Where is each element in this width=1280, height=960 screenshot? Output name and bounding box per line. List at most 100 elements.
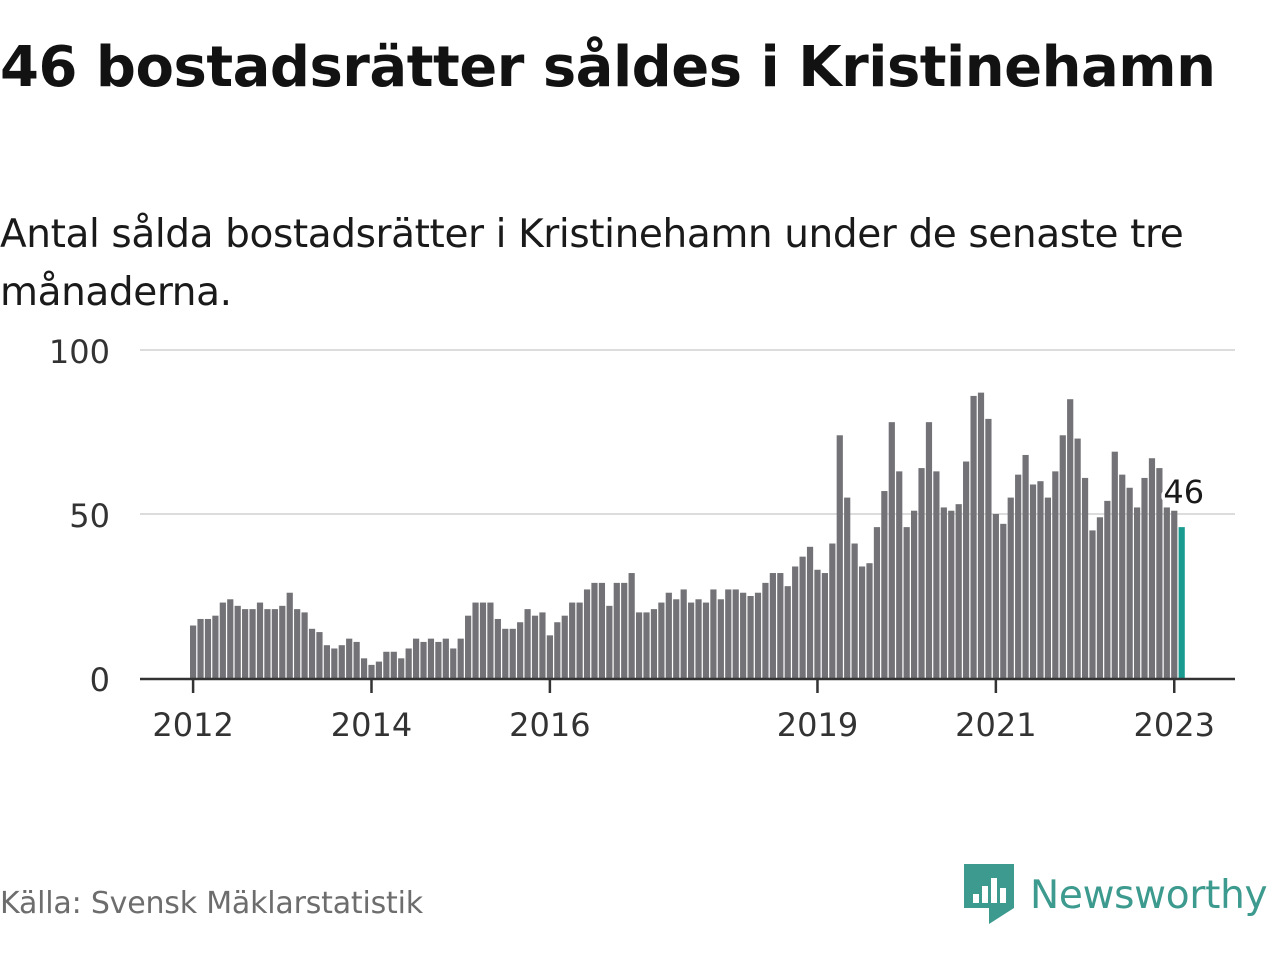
bar (814, 569, 821, 678)
bar (294, 609, 301, 678)
bar-chart: 0 50 100 2012 2014 2016 2019 2021 2023 46 (49, 333, 1235, 744)
bar (806, 546, 814, 678)
bar (539, 612, 546, 678)
bar (591, 582, 598, 678)
bar (390, 651, 397, 678)
bar (531, 615, 539, 678)
x-tick-label: 2014 (331, 706, 412, 744)
bar (576, 602, 583, 678)
bar (992, 514, 999, 678)
bar (844, 497, 851, 678)
bar (688, 602, 695, 678)
bar (866, 563, 873, 678)
bar (583, 589, 591, 678)
brand-name: Newsworthy (1030, 872, 1268, 918)
bar (279, 605, 286, 678)
bar (940, 507, 947, 678)
bar (405, 648, 412, 678)
bar (256, 602, 264, 678)
bar (829, 543, 836, 678)
bar (933, 471, 940, 678)
x-tick-label: 2023 (1134, 706, 1215, 744)
bar (524, 609, 531, 678)
bar (717, 599, 724, 678)
bar (985, 418, 992, 678)
bar (487, 602, 494, 678)
bar (725, 589, 732, 678)
bar (338, 645, 345, 678)
bar (420, 641, 427, 678)
bar (383, 651, 390, 678)
bar (881, 491, 888, 678)
bar (911, 510, 918, 678)
bar (598, 582, 606, 678)
bar (896, 471, 903, 678)
bar (1141, 477, 1148, 678)
bar (1029, 484, 1037, 678)
brand-logo: Newsworthy (964, 864, 1268, 926)
bar (754, 592, 762, 678)
bar (1171, 510, 1178, 678)
bar (762, 582, 769, 678)
bar (1148, 458, 1156, 678)
bar (353, 641, 360, 678)
bar (502, 628, 509, 678)
bar (1059, 435, 1066, 678)
bar (442, 638, 449, 678)
bar (465, 615, 472, 678)
bar (784, 586, 791, 678)
bars (190, 392, 1185, 678)
bar (777, 573, 784, 678)
bar (509, 628, 516, 678)
bar (316, 632, 323, 678)
bar (1133, 507, 1141, 678)
bar (1074, 438, 1081, 678)
x-tick-label: 2019 (777, 706, 858, 744)
bar (628, 573, 635, 678)
bar (955, 504, 962, 678)
bar (948, 510, 955, 678)
annotations: 46 (1160, 470, 1208, 515)
bar (1081, 477, 1089, 678)
bar (680, 589, 687, 678)
bar (695, 599, 702, 678)
bar (190, 625, 197, 678)
bar (747, 596, 754, 678)
bar (1089, 530, 1096, 678)
bar (873, 527, 881, 678)
bar (673, 599, 680, 678)
bar (821, 573, 828, 678)
bar (412, 638, 420, 678)
bar (569, 602, 576, 678)
x-axis-ticks: 2012 2014 2016 2019 2021 2023 (152, 679, 1215, 744)
bar (918, 468, 925, 678)
bar (613, 582, 620, 678)
bar (799, 556, 806, 678)
bar (234, 605, 241, 678)
newsworthy-logo-icon (964, 864, 1014, 924)
bar (1037, 481, 1044, 678)
bar (1067, 399, 1074, 678)
y-tick-label: 0 (90, 661, 110, 699)
bar (665, 592, 672, 678)
bar (888, 422, 895, 678)
bar (710, 589, 717, 678)
bar (271, 609, 278, 678)
bar (792, 566, 799, 678)
bar (851, 543, 858, 678)
bar (1052, 471, 1059, 678)
bar (1104, 500, 1111, 678)
bar (546, 635, 553, 678)
bar (212, 615, 219, 678)
bar (650, 609, 658, 678)
bar (219, 602, 226, 678)
bar (963, 461, 970, 678)
bar (769, 573, 776, 678)
bar (1044, 497, 1051, 678)
bar (204, 618, 212, 678)
bar (479, 602, 487, 678)
bar (643, 612, 650, 678)
bar (360, 658, 368, 678)
bar (1022, 454, 1029, 678)
bar (635, 612, 643, 678)
